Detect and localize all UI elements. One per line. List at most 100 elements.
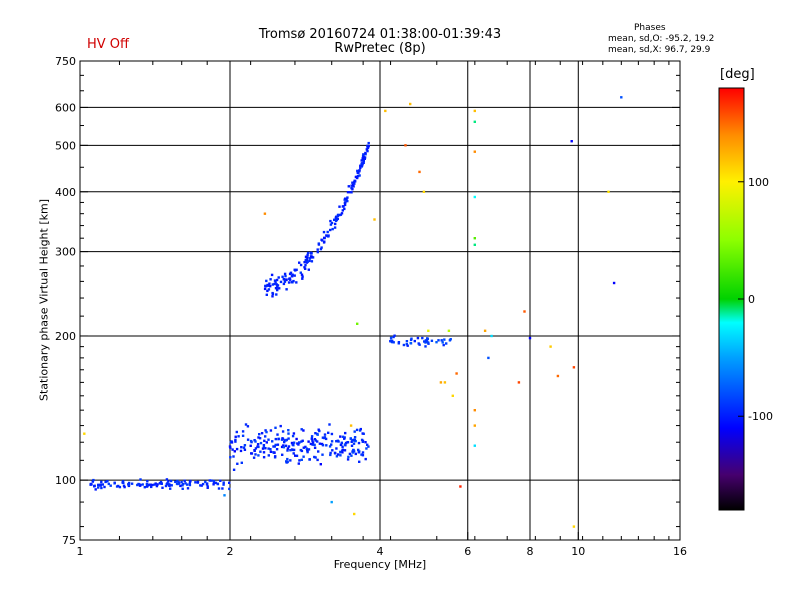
data-point [317,450,320,453]
data-point [286,449,289,452]
data-point [99,484,102,487]
data-point [290,448,294,451]
data-point [217,487,221,490]
data-point [143,486,146,489]
data-point [297,462,300,465]
data-point [404,144,407,147]
data-point [341,209,344,212]
data-point [179,484,182,488]
data-point [351,183,355,187]
data-point [333,226,337,229]
data-point [237,435,240,438]
data-point [222,481,225,484]
data-point [352,185,355,188]
data-point [290,441,294,445]
chart-title: Tromsø 20160724 01:38:00-01:39:43 [258,27,502,42]
data-point [274,287,278,290]
y-tick-label: 500 [55,139,76,152]
data-point [264,447,267,450]
data-point [150,485,153,489]
data-point [291,434,295,438]
data-point [347,455,350,459]
data-point [426,337,429,340]
data-point [343,203,347,207]
data-point [335,440,338,443]
data-point [572,525,576,528]
x-tick-label: 10 [571,545,585,558]
data-point [174,480,177,483]
data-point [336,214,339,217]
data-point [339,451,342,454]
data-point [334,222,337,226]
data-point [201,482,205,486]
data-point [361,158,364,162]
data-point [269,285,272,288]
data-point [253,449,256,452]
data-point [335,447,338,450]
data-point [281,275,284,278]
data-point [306,260,310,263]
data-point [357,451,360,454]
data-point [278,287,281,290]
data-point [300,458,303,461]
data-point [318,442,322,445]
data-point [354,452,357,456]
data-point [328,445,332,448]
data-point [306,253,309,257]
data-point [314,432,317,435]
data-point [285,278,288,281]
data-point [181,484,184,487]
data-point [356,322,359,325]
data-point [413,339,416,343]
data-point [214,481,218,485]
data-point [167,480,170,483]
data-point [292,448,296,452]
data-point [393,334,396,337]
data-point [348,452,352,456]
data-point [360,162,363,166]
data-point [258,437,262,440]
data-point [330,500,333,504]
data-point [284,274,287,278]
data-point [180,480,183,484]
data-point [269,450,273,453]
data-point [200,484,203,487]
data-point [291,281,294,284]
data-point [243,448,247,451]
data-point [528,336,532,340]
data-point [301,277,304,280]
data-point [417,342,420,345]
data-point [292,279,295,283]
data-point [483,329,487,332]
data-point [279,424,282,428]
data-point [284,444,288,447]
data-point [264,435,267,438]
data-point [253,439,256,442]
data-point [263,212,267,215]
y-tick-label: 750 [55,55,76,68]
data-point [282,278,285,281]
data-point [358,170,361,173]
data-point [293,274,296,277]
data-point [169,487,172,490]
data-point [307,268,310,271]
data-point [440,339,443,342]
data-point [405,340,409,343]
data-point [204,480,207,484]
data-point [427,329,430,332]
data-point [366,149,369,153]
data-point [295,454,299,457]
data-point [302,455,305,458]
data-point [313,443,316,447]
data-point [350,191,353,194]
x-tick-label: 8 [527,545,534,558]
data-point [222,483,225,486]
data-point [216,482,220,486]
data-point [276,443,280,446]
data-point [405,343,408,346]
data-point [339,435,342,438]
data-point [300,428,303,431]
data-point [199,484,202,487]
data-point [357,441,361,445]
